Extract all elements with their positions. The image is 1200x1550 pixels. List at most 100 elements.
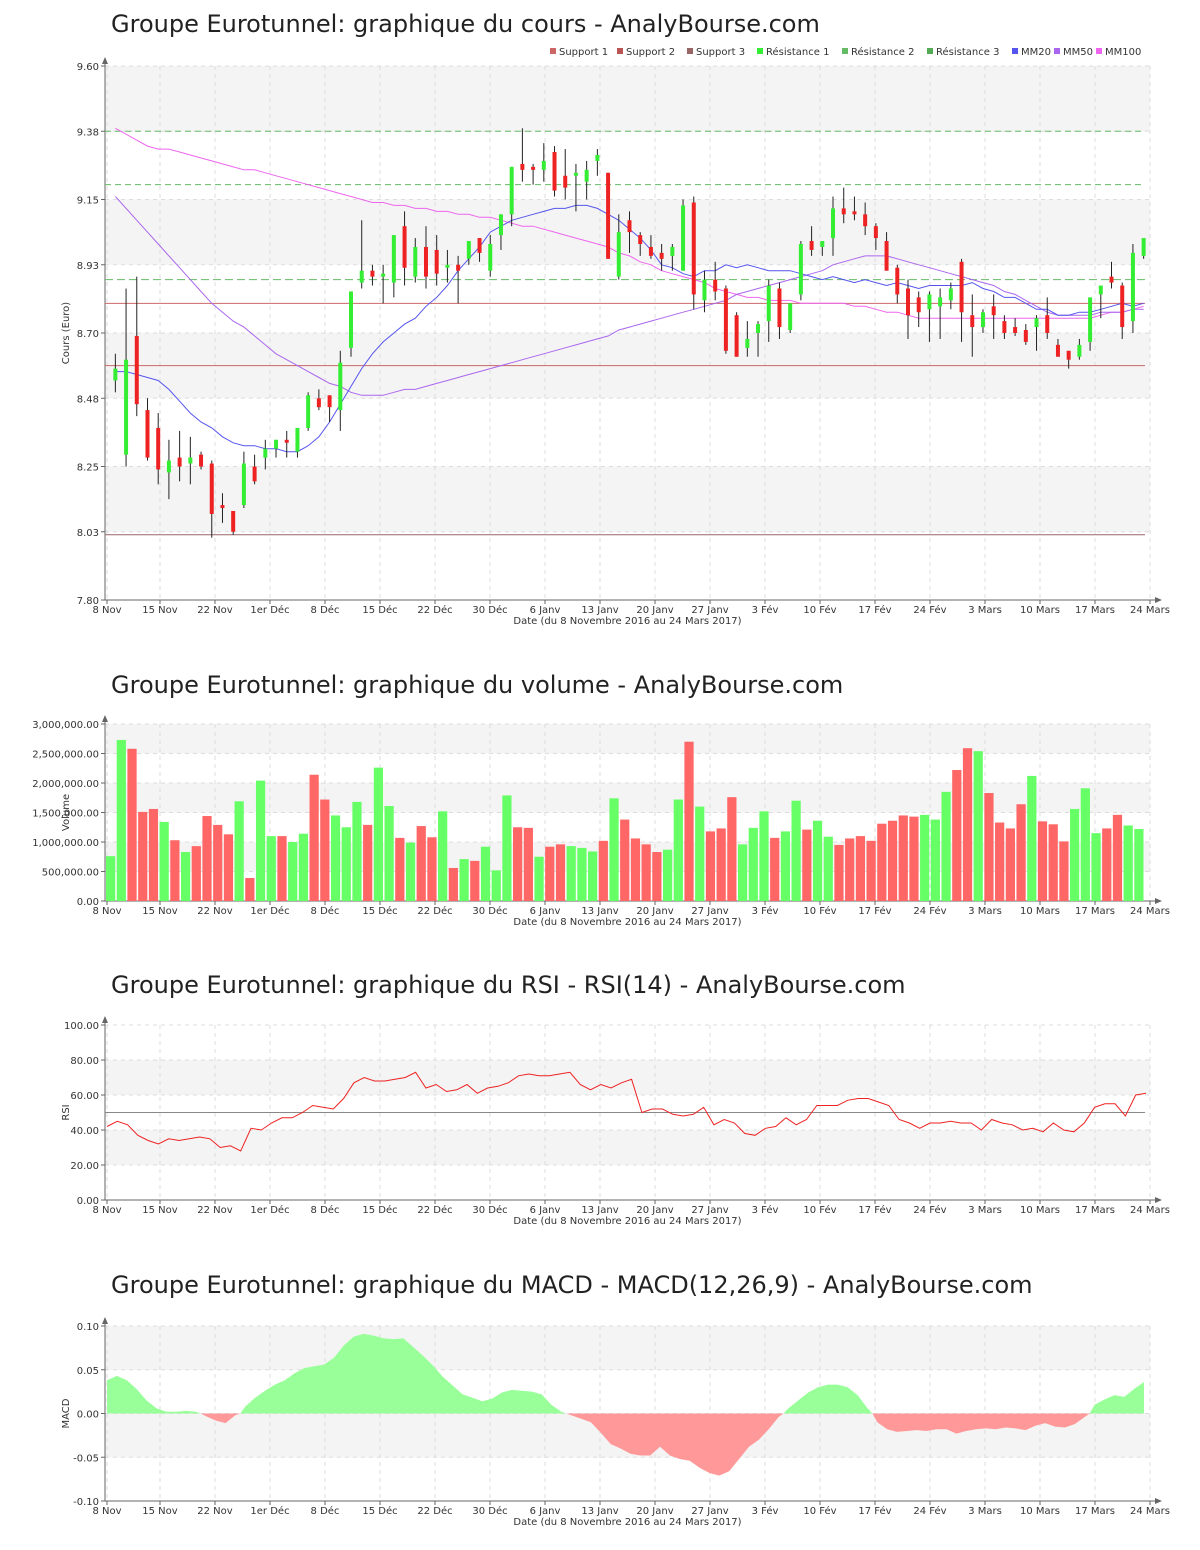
candle-up <box>766 285 771 322</box>
volume-bar-up <box>180 852 191 901</box>
volume-bar-down <box>555 844 566 901</box>
price-xtick-label: 27 Janv <box>691 605 728 616</box>
volume-bar-up <box>695 806 705 901</box>
rsi-x-axis-label: Date (du 8 Novembre 2016 au 24 Mars 2017… <box>513 1216 741 1227</box>
macd-xtick-label: 8 Déc <box>311 1505 340 1517</box>
volume-ytick-label: 1,500,000.00 <box>32 809 99 820</box>
volume-xtick-label: 1er Déc <box>250 905 289 917</box>
price-ytick-label: 8.03 <box>77 528 99 539</box>
volume-bar-down <box>855 836 866 901</box>
rsi-xtick-label: 30 Déc <box>472 1204 507 1216</box>
volume-bar-down <box>277 836 287 901</box>
candle-down <box>852 211 857 215</box>
candle-down <box>991 306 996 316</box>
volume-bar-down <box>1102 828 1112 901</box>
volume-bar-down <box>802 829 812 901</box>
volume-chart-panel: Groupe Eurotunnel: graphique du volume -… <box>0 660 1200 940</box>
volume-bar-up <box>823 836 833 901</box>
legend-label: Support 3 <box>696 47 745 58</box>
rsi-xtick-label: 1er Déc <box>250 1204 289 1216</box>
price-xtick-label: 3 Fév <box>752 604 779 616</box>
candle-up <box>509 166 514 215</box>
candle-up <box>166 460 171 473</box>
candle-up <box>541 160 546 170</box>
legend-swatch <box>687 48 693 54</box>
candle-down <box>777 288 782 328</box>
legend-swatch <box>550 48 556 54</box>
price-xtick-label: 15 Déc <box>362 604 397 616</box>
volume-xtick-label: 20 Janv <box>636 906 673 917</box>
volume-bar-up <box>1070 808 1080 901</box>
volume-bar-up <box>973 751 983 901</box>
macd-xtick-label: 13 Janv <box>581 1506 618 1517</box>
legend-label: Support 1 <box>559 47 608 58</box>
price-y-arrow <box>102 57 108 64</box>
volume-xtick-label: 22 Déc <box>417 905 452 917</box>
rsi-band <box>105 1060 1150 1095</box>
macd-xtick-label: 30 Déc <box>472 1505 507 1517</box>
macd-xtick-label: 22 Déc <box>417 1505 452 1517</box>
volume-bar-up <box>234 801 244 901</box>
candle-down <box>220 505 225 509</box>
candle-down <box>1109 276 1114 283</box>
rsi-xtick-label: 24 Fév <box>913 1204 946 1216</box>
volume-bar-down <box>191 846 201 901</box>
candle-down <box>895 267 900 295</box>
rsi-y-arrow <box>102 1016 108 1023</box>
macd-xtick-label: 20 Janv <box>636 1506 673 1517</box>
rsi-line <box>106 1071 1147 1152</box>
rsi-xtick-label: 13 Janv <box>581 1205 618 1216</box>
volume-bar-up <box>534 856 544 901</box>
legend-swatch <box>1096 48 1102 54</box>
volume-bar-down <box>1005 828 1015 901</box>
volume-ytick-label: 500,000.00 <box>42 868 99 879</box>
candle-down <box>199 454 204 467</box>
rsi-x-arrow <box>1155 1197 1162 1203</box>
candle-up <box>788 303 793 331</box>
price-x-axis-label: Date (du 8 Novembre 2016 au 24 Mars 2017… <box>513 616 741 627</box>
candle-down <box>863 214 868 227</box>
candle-up <box>241 463 246 506</box>
candle-up <box>488 244 493 271</box>
volume-x-axis-label: Date (du 8 Novembre 2016 au 24 Mars 2017… <box>513 917 741 928</box>
candle-down <box>252 466 257 482</box>
volume-bar-down <box>909 816 919 901</box>
rsi-xtick-label: 15 Nov <box>142 1205 178 1216</box>
legend-label: MM20 <box>1021 47 1051 58</box>
candle-down <box>606 172 611 259</box>
candle-down <box>209 463 214 514</box>
volume-xtick-label: 24 Fév <box>913 905 946 917</box>
volume-y-arrow <box>102 715 108 722</box>
price-ytick-label: 8.25 <box>77 463 99 474</box>
volume-bar-up <box>941 791 951 901</box>
price-xtick-label: 30 Déc <box>472 604 507 616</box>
volume-bar-up <box>1080 788 1090 901</box>
candle-up <box>413 246 418 277</box>
candle-up <box>498 214 503 236</box>
volume-bar-up <box>791 800 801 901</box>
price-chart-title: Groupe Eurotunnel: graphique du cours - … <box>111 10 820 38</box>
legend-label: Résistance 2 <box>851 46 914 58</box>
volume-xtick-label: 13 Janv <box>581 906 618 917</box>
volume-bar-down <box>127 748 137 901</box>
candle-down <box>916 297 921 313</box>
rsi-y-axis-label: RSI <box>61 1104 72 1120</box>
candle-up <box>445 264 450 268</box>
legend-label: Résistance 3 <box>936 46 999 58</box>
candle-up <box>349 291 354 348</box>
volume-ytick-label: 2,500,000.00 <box>32 750 99 761</box>
volume-bar-up <box>780 831 791 901</box>
volume-xtick-label: 27 Janv <box>691 906 728 917</box>
price-xtick-label: 17 Mars <box>1075 605 1115 616</box>
volume-bar-up <box>1027 775 1037 901</box>
candle-down <box>691 202 696 295</box>
candle-down <box>156 427 161 470</box>
candle-up <box>338 362 343 411</box>
volume-bar-up <box>812 820 823 901</box>
macd-xtick-label: 15 Nov <box>142 1506 178 1517</box>
candle-down <box>316 398 321 408</box>
macd-ytick-label: 0.05 <box>77 1366 99 1377</box>
volume-ytick-label: 3,000,000.00 <box>32 720 99 731</box>
volume-bar-up <box>341 827 351 901</box>
candle-up <box>948 288 953 301</box>
